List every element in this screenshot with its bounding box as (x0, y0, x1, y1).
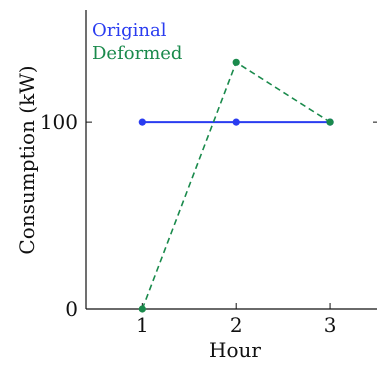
original-point (232, 118, 240, 126)
series-layer (138, 58, 334, 313)
x-tick-label: 2 (230, 313, 243, 337)
deformed-point (138, 305, 146, 313)
deformed-series-line (141, 61, 331, 310)
x-tick-label: 3 (324, 313, 337, 337)
x-ticks: 1 2 3 (136, 121, 377, 337)
deformed-point (232, 58, 240, 66)
y-axis-label: Consumption (kW) (15, 65, 39, 254)
legend-entry-deformed: Deformed (92, 43, 182, 64)
plot-frame (85, 10, 377, 310)
x-axis-label: Hour (209, 338, 261, 362)
x-tick-label: 1 (136, 313, 149, 337)
y-ticks: 0 100 (40, 110, 92, 321)
legend-entry-original: Original (92, 20, 167, 41)
deformed-point (326, 118, 334, 126)
y-tick-label: 100 (40, 110, 78, 134)
original-point (138, 118, 146, 126)
y-tick-label: 0 (65, 297, 78, 321)
